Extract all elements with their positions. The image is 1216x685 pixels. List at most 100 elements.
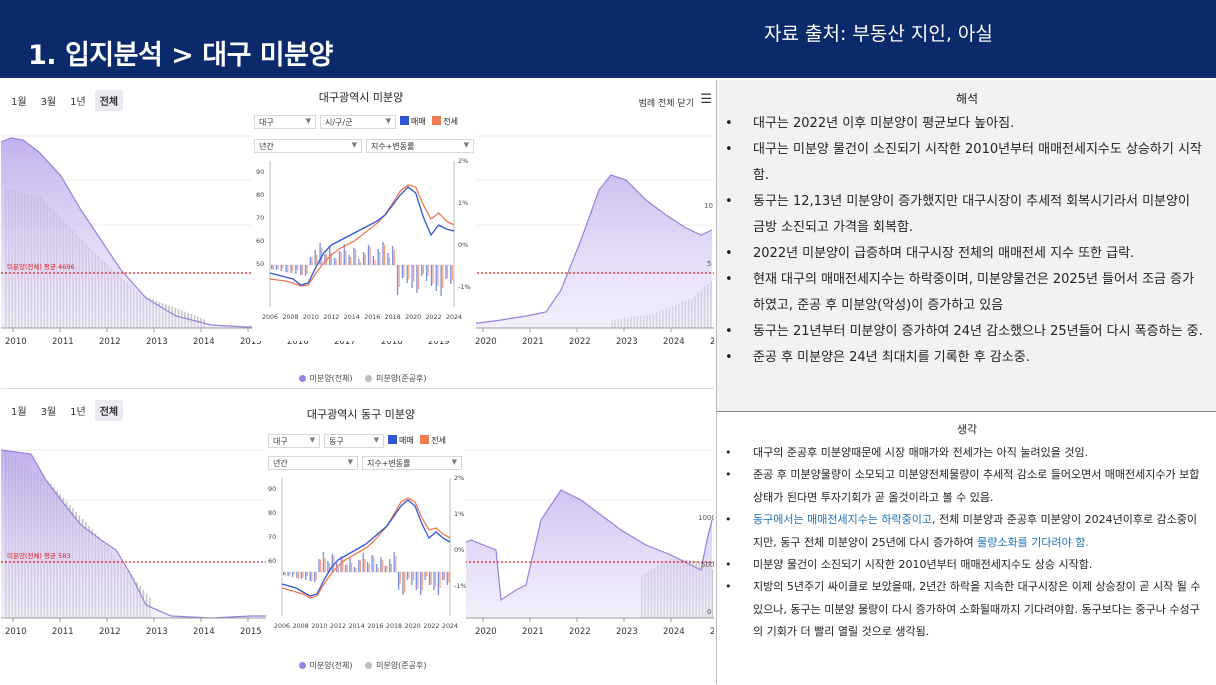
thoughts-section: 생각 대구의 준공후 미분양때문에 시장 매매가와 전세가는 아직 눌려있을 것…: [717, 411, 1216, 685]
sale-checkbox[interactable]: [400, 116, 409, 125]
inset-sale-bar: [300, 265, 302, 275]
x-tick-label: 2010: [5, 627, 27, 637]
inset-rent-bar: [377, 567, 379, 572]
range-button-3m[interactable]: 3월: [40, 97, 57, 108]
legend-dot-total: [298, 662, 306, 669]
period-select[interactable]: 년간 ▼: [268, 456, 358, 470]
completed-bar: [711, 569, 713, 618]
legend-completed[interactable]: 미분양(준공후): [376, 661, 427, 670]
range-button-all[interactable]: 전체: [94, 90, 124, 111]
inset-x-label: 2014: [344, 314, 360, 321]
inset-x-label: 2020: [405, 314, 421, 321]
inset-rent-bar: [417, 572, 419, 589]
inset-rent-bar: [319, 559, 322, 572]
legend-toggle-button[interactable]: 범례 전체 닫기: [638, 99, 694, 109]
rent-checkbox[interactable]: [432, 116, 442, 125]
x-tick-label: 2012: [99, 627, 121, 637]
inset-sale-bar: [283, 572, 285, 575]
inset-sale-bar: [416, 265, 418, 293]
range-button-1y[interactable]: 1년: [70, 97, 86, 108]
period-select[interactable]: 년간 ▼: [254, 139, 362, 153]
inset-sale-bar: [446, 572, 448, 585]
district-select[interactable]: 동구 ▼: [324, 434, 384, 448]
inset-rent-bar: [412, 572, 415, 581]
inset-x-label: 2010: [303, 314, 319, 321]
inset-sale-bar: [401, 265, 404, 278]
analysis-item: 2022년 미분양이 급증하며 대구시장 전체의 매매전세 지수 또한 급락.: [717, 241, 1216, 267]
inset-sale-bar: [296, 572, 298, 578]
inset-rent-bar: [395, 556, 397, 572]
thought-item: 미분양 물건이 소진되기 시작한 2010년부터 매매전세지수도 상승 시작함.: [717, 554, 1216, 577]
sale-checkbox[interactable]: [388, 435, 397, 444]
inset-sale-bar: [445, 265, 447, 279]
inset-rent-bar: [373, 556, 375, 572]
inset-y2-label: -1%: [458, 283, 471, 291]
analysis-item: 동구는 21년부터 미분양이 증가하여 24년 감소했으나 25년들어 다시 폭…: [717, 319, 1216, 345]
inset-sale-bar: [349, 558, 351, 572]
inset-sale-bar: [338, 251, 341, 265]
inset-rent-bar: [296, 265, 299, 271]
inset-x-label: 2012: [330, 623, 346, 630]
region-select[interactable]: 대구 ▼: [254, 115, 316, 129]
inset-rent-bar: [364, 254, 366, 265]
inset-rent-bar: [284, 572, 286, 577]
menu-icon[interactable]: ☰: [700, 92, 712, 107]
total-unsold-area: [1, 450, 712, 618]
inset-x-label: 2024: [446, 314, 462, 321]
range-button-3m[interactable]: 3월: [40, 407, 57, 418]
inset-sale-bar: [333, 258, 336, 265]
inset-rent-bar: [311, 572, 313, 582]
inset-rent-bar: [301, 265, 303, 275]
x-tick-label: 2013: [146, 337, 168, 347]
x-tick-label: 2011: [52, 627, 74, 637]
inset-rent-bar: [287, 265, 289, 273]
inset-rent-bar: [421, 572, 423, 591]
range-button-1m[interactable]: 1월: [11, 407, 27, 418]
metric-select[interactable]: 지수+변동률 ▼: [362, 456, 462, 470]
legend-dot-total: [298, 375, 306, 382]
district-select[interactable]: 시/구/군 ▼: [320, 115, 396, 129]
rent-checkbox[interactable]: [420, 435, 430, 444]
thought-item: 준공 후 미분양물량이 소모되고 미분양전체물량이 추세적 감소로 들어오면서 …: [717, 464, 1216, 509]
inset-sale-bar: [327, 561, 329, 572]
region-select[interactable]: 대구 ▼: [268, 434, 320, 448]
inset-sale-bar: [397, 572, 400, 590]
chart-legend: 미분양(전체) 미분양(준공후): [1, 373, 714, 384]
range-button-all[interactable]: 전체: [94, 400, 124, 421]
inset-sale-bar: [420, 572, 422, 595]
commentary-panel: 해석 대구는 2022년 이후 미분양이 평균보다 높아짐. 대구는 미분양 물…: [716, 80, 1216, 685]
x-tick-label: 2014: [193, 627, 215, 637]
inset-sale-bar: [442, 572, 444, 580]
inset-sale-bar: [415, 572, 417, 590]
inset-rent-bar: [302, 572, 304, 578]
x-tick-label: 2023: [616, 627, 638, 637]
inset-rent-bar: [390, 563, 393, 572]
legend-total[interactable]: 미분양(전체): [309, 374, 353, 383]
range-button-1y[interactable]: 1년: [70, 407, 86, 418]
chart-legend: 미분양(전체) 미분양(준공후): [1, 660, 714, 671]
inset-sale-bar: [367, 562, 369, 572]
range-button-1m[interactable]: 1월: [11, 97, 27, 108]
x-tick-label: 2015: [240, 337, 262, 347]
legend-completed[interactable]: 미분양(준공후): [376, 374, 427, 383]
inset-sale-bar: [371, 555, 373, 572]
x-tick-label: 2011: [52, 337, 74, 347]
metric-select[interactable]: 지수+변동률 ▼: [366, 139, 474, 153]
inset-sale-bar: [389, 559, 391, 572]
inset-x-label: 2016: [364, 314, 380, 321]
thought-item: 동구에서는 매매전세지수는 하락중이고, 전체 미분양과 준공후 미분양이 20…: [717, 509, 1216, 554]
inset-x-label: 2022: [423, 623, 439, 630]
x-tick-label: 2017: [334, 337, 356, 347]
x-tick-label: 2024: [663, 337, 685, 347]
inset-sale-bar: [437, 572, 440, 595]
inset-y-label: 60: [256, 237, 264, 245]
inset-y2-label: 1%: [454, 510, 464, 518]
inset-sale-bar: [387, 253, 389, 265]
analysis-heading: 해석: [955, 92, 979, 106]
x-tick-label: 2014: [193, 337, 215, 347]
inset-sale-bar: [411, 572, 413, 585]
inset-sale-line: [281, 499, 451, 597]
thought-item: 지방의 5년주기 싸이클로 보았을때, 2년간 하락을 지속한 대구시장은 이제…: [717, 576, 1216, 643]
average-label: 미분양(전체) 평균 4696: [7, 262, 75, 271]
legend-total[interactable]: 미분양(전체): [309, 661, 353, 670]
